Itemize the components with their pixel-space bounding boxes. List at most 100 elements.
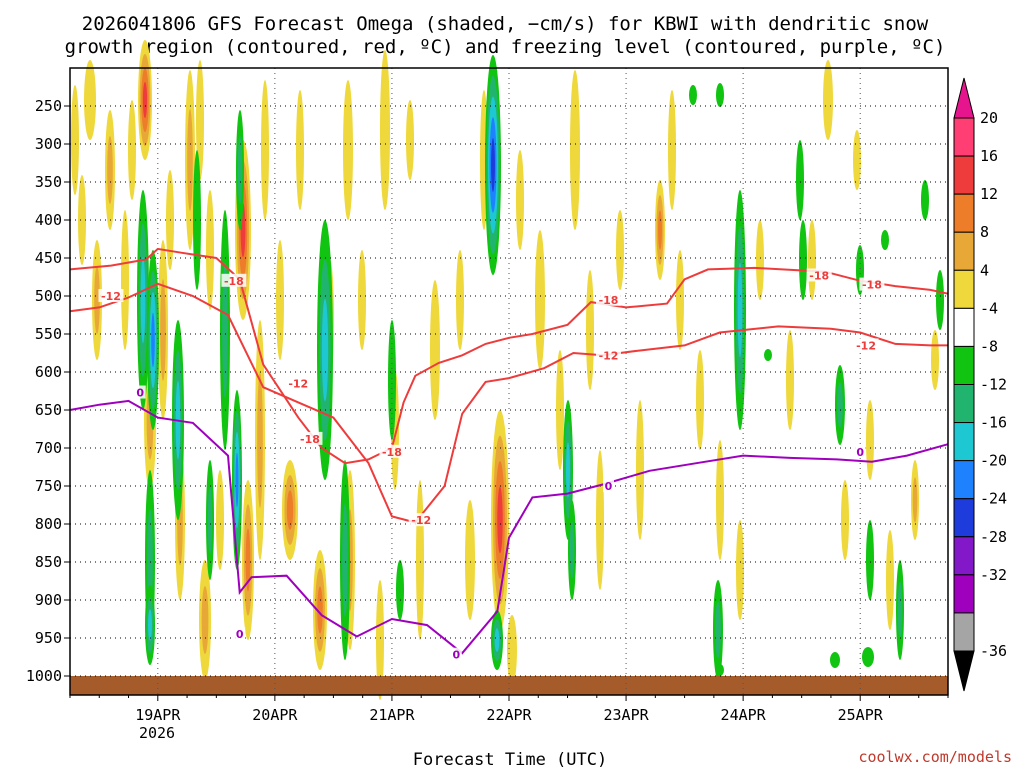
contour-label: 0 [452, 649, 460, 662]
omega-cell [107, 136, 113, 204]
chart-title-line-2: growth region (contoured, red, ºC) and f… [65, 36, 946, 58]
contour-label-bg [285, 376, 311, 390]
omega-cell [142, 81, 148, 119]
omega-cell [321, 298, 329, 402]
y-tick-label: 750 [35, 477, 62, 495]
omega-cell [516, 150, 524, 250]
colorbar-bin [953, 498, 975, 538]
x-axis-title: Forecast Time (UTC) [413, 750, 607, 768]
omega-cell [658, 210, 662, 250]
omega-cell [148, 609, 152, 641]
omega-cell [491, 138, 495, 192]
contour-label: -12 [101, 290, 121, 303]
omega-cell [841, 480, 849, 560]
omega-cell [586, 270, 594, 390]
omega-cell [535, 230, 545, 370]
omega-cell [886, 530, 894, 630]
contour-label: -18 [382, 446, 402, 459]
colorbar-bin [953, 422, 975, 462]
contour-label-bg [134, 385, 146, 399]
omega-cell [668, 90, 676, 210]
chart-title-line-1: 2026041806 GFS Forecast Omega (shaded, −… [82, 13, 929, 35]
omega-cell [596, 450, 604, 590]
x-tick-label: 24APR [721, 706, 767, 724]
omega-cell [497, 486, 503, 554]
ground-surface [70, 676, 948, 695]
colorbar-top-arrow [953, 77, 975, 119]
omega-cell [866, 520, 874, 600]
y-tick-label: 650 [35, 401, 62, 419]
x-tick-label: 21APR [369, 706, 415, 724]
y-tick-label: 800 [35, 515, 62, 533]
omega-cell [465, 500, 475, 620]
colorbar-bin [953, 384, 975, 424]
colorbar-label: -16 [980, 414, 1007, 432]
omega-cell [222, 262, 228, 398]
omega-cell [866, 400, 874, 480]
omega-cell [796, 140, 804, 220]
omega-cell [296, 90, 304, 210]
omega-cell [696, 350, 704, 450]
colorbar-label: -8 [980, 337, 998, 355]
omega-cell [343, 80, 353, 220]
omega-cell [380, 50, 390, 210]
omega-cell [570, 70, 580, 230]
colorbar-bin [953, 269, 975, 309]
y-axis-ticks: 250 300 350 400 450 500 550 600 650 700 750 800 850 9… [26, 97, 70, 685]
contour-label-bg [408, 513, 434, 527]
colorbar-label: -4 [980, 299, 998, 317]
contour-label-bg [596, 348, 622, 362]
y-tick-label: 450 [35, 249, 62, 267]
contour-label-bg [853, 338, 879, 352]
contour-label-bg [859, 277, 885, 291]
contour-label-bg [450, 647, 462, 661]
colorbar-label: -24 [980, 490, 1007, 508]
omega-cell [881, 230, 889, 250]
omega-cell [456, 250, 464, 350]
colorbar-bin [953, 460, 975, 500]
omega-cell [94, 266, 100, 334]
omega-cell [799, 220, 807, 300]
y-tick-label: 500 [35, 287, 62, 305]
omega-cell [160, 279, 166, 381]
omega-cell [764, 349, 772, 361]
omega-cell [196, 60, 204, 180]
contour-label: 0 [136, 387, 144, 400]
x-tick-label: 23APR [603, 706, 649, 724]
omega-cell [147, 509, 153, 611]
colorbar-label: -12 [980, 376, 1007, 394]
omega-cell [206, 190, 214, 310]
omega-cell [317, 586, 323, 634]
colorbar-bin [953, 345, 975, 385]
contour-line-dgz_lower [69, 282, 948, 524]
omega-cell [71, 85, 79, 195]
omega-cell [151, 312, 155, 368]
omega-shaded-field [71, 40, 944, 700]
contour-label-bg [854, 444, 866, 458]
contour-label-bg [603, 479, 615, 492]
omega-cell [216, 470, 224, 570]
x-axis-ticks: 19APR 20APR 21APR 22APR 23APR 24APR 25APR [69, 695, 949, 724]
y-tick-label: 400 [35, 211, 62, 229]
x-tick-label: 20APR [252, 706, 298, 724]
omega-cell [716, 83, 724, 107]
y-tick-label: 250 [35, 97, 62, 115]
contour-label-bg [379, 444, 405, 458]
omega-cell [853, 130, 861, 190]
colorbar-label: 12 [980, 185, 998, 203]
colorbar-label: 20 [980, 109, 998, 127]
colorbar-label: -28 [980, 528, 1007, 546]
x-tick-label: 25APR [838, 706, 884, 724]
colorbar-bottom-arrow [953, 650, 975, 692]
omega-cell [84, 60, 96, 140]
omega-cell [786, 330, 794, 430]
contour-lines: -18 -18 -18 -18 -18 -18 -12 -12 -12 -12 -12 0 0 0 0 0 [69, 247, 949, 662]
x-axis-year: 2026 [139, 724, 175, 742]
colorbar-bin [953, 155, 975, 195]
contour-label-bg [596, 292, 622, 306]
colorbar-bin [953, 307, 975, 347]
colorbar-bin [953, 612, 975, 652]
contour-label: -18 [300, 433, 320, 446]
colorbar-label: -20 [980, 452, 1007, 470]
y-tick-label: 950 [35, 629, 62, 647]
